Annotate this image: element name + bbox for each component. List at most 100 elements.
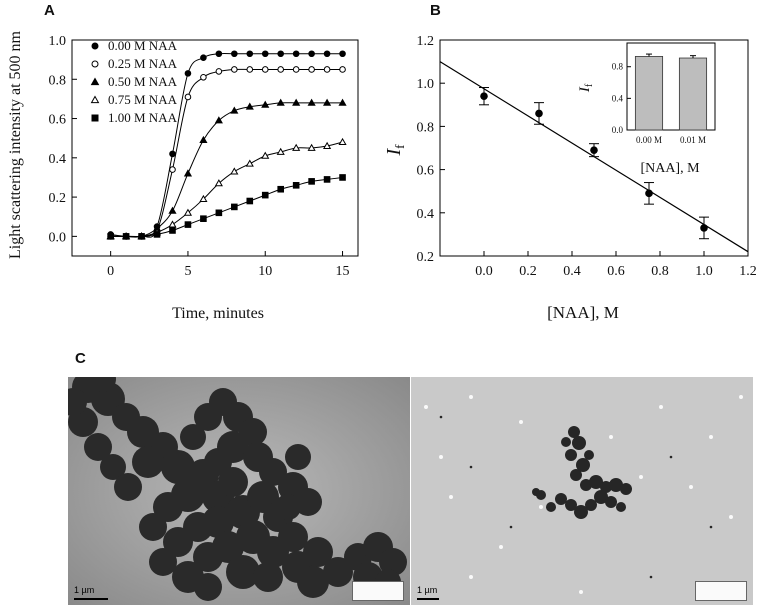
data-point (276, 147, 285, 155)
data-point (184, 93, 192, 101)
data-point (168, 220, 177, 228)
panel-label-a: A (44, 2, 55, 19)
data-point (322, 98, 332, 106)
particle (584, 450, 594, 460)
speck (639, 475, 643, 479)
scale-label-left: 1 µm (74, 585, 95, 595)
speck (439, 455, 443, 459)
y-tick-label: 0.6 (417, 164, 435, 179)
particle (532, 488, 540, 496)
particle (194, 573, 222, 601)
x-tick-label: 0.2 (519, 264, 537, 279)
chart-b-frame (439, 39, 749, 257)
x-tick-label: 0.0 (475, 264, 493, 279)
y-tick-label: 1.2 (417, 34, 435, 49)
speck-dark (709, 525, 713, 529)
panel-label-b: B (430, 2, 441, 19)
particle (114, 473, 142, 501)
inset-y-tick-label: 0.8 (612, 62, 624, 72)
particle (565, 499, 577, 511)
particle (153, 492, 183, 522)
data-point (480, 92, 488, 100)
data-point (292, 182, 300, 189)
y-tick-label: 1.0 (417, 77, 435, 92)
y-tick-label: 0.4 (49, 152, 67, 167)
speck (519, 420, 523, 424)
x-tick-label: 15 (336, 264, 350, 279)
data-point (308, 66, 315, 73)
legend-marker (90, 95, 100, 104)
x-tick-label: 0.4 (563, 264, 581, 279)
y-tick-label: 0.8 (417, 120, 435, 135)
x-tick-label: 5 (184, 264, 191, 279)
particle (90, 377, 116, 392)
data-point (246, 50, 254, 58)
micrograph-right: 1 µm (411, 377, 753, 605)
speck (469, 575, 473, 579)
particle (163, 527, 193, 557)
chart-a-ylabel: Light scattering intensity at 500 nm (7, 30, 24, 259)
particle (585, 499, 597, 511)
particle (594, 490, 608, 504)
y-tick-label: 1.0 (49, 34, 67, 49)
inset-bar (634, 56, 664, 131)
chart-b-xlabel: [NAA], M (547, 303, 619, 322)
particle (620, 483, 632, 495)
data-point (231, 66, 238, 73)
data-point (339, 66, 346, 73)
particle (589, 475, 603, 489)
data-point (169, 166, 176, 173)
particle (570, 469, 582, 481)
legend-marker (91, 114, 99, 122)
fit-curve (110, 68, 343, 238)
particle (100, 454, 126, 480)
legend-label: 0.25 M NAA (108, 56, 178, 71)
speck-dark (439, 415, 443, 419)
particle (68, 388, 87, 416)
inset-bars: 0.00 M 0.01 M (634, 53, 708, 145)
speck (739, 395, 743, 399)
data-point (200, 215, 207, 222)
inset-xlabel: [NAA], M (640, 161, 700, 176)
data-point (215, 50, 223, 58)
speck (659, 405, 663, 409)
data-point (184, 70, 192, 77)
speck (609, 435, 613, 439)
particle (132, 446, 164, 478)
speck-dark (669, 455, 673, 459)
particle (278, 522, 308, 552)
data-point (153, 231, 161, 238)
data-point (169, 227, 176, 234)
particle (323, 557, 353, 587)
particle (204, 448, 232, 476)
micrograph-left: 1 µm (68, 377, 410, 605)
data-point (338, 137, 347, 146)
speck (499, 545, 503, 549)
speck (424, 405, 428, 409)
data-point (308, 50, 315, 58)
particle (555, 493, 567, 505)
particle (285, 444, 311, 470)
data-point (261, 66, 269, 73)
particle (259, 458, 287, 486)
chart-b-plot-border (439, 39, 749, 257)
inset-bar (678, 57, 708, 131)
micrograph-right-image (411, 377, 753, 605)
micrograph-left-image (68, 377, 410, 605)
data-point (245, 102, 254, 110)
data-point (231, 203, 238, 211)
data-point (307, 98, 316, 106)
data-point (277, 66, 285, 73)
data-point (323, 50, 331, 58)
info-box-left (352, 581, 404, 601)
particle (565, 449, 577, 461)
data-point (339, 50, 346, 58)
data-point (292, 98, 301, 106)
particle (193, 542, 223, 572)
y-tick-label: 0.6 (49, 113, 67, 128)
particle (294, 488, 322, 516)
data-point (292, 143, 301, 151)
data-point (261, 50, 269, 58)
data-point (277, 50, 285, 58)
particle (609, 478, 623, 492)
